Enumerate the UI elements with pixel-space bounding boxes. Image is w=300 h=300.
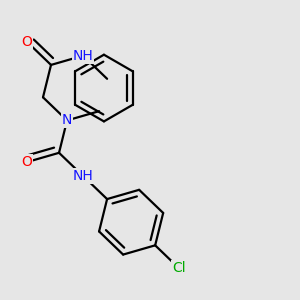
Text: NH: NH (73, 49, 93, 63)
Text: Cl: Cl (172, 262, 186, 275)
Text: N: N (62, 113, 72, 128)
Text: O: O (22, 155, 32, 169)
Text: O: O (22, 35, 32, 49)
Text: NH: NH (73, 169, 93, 183)
